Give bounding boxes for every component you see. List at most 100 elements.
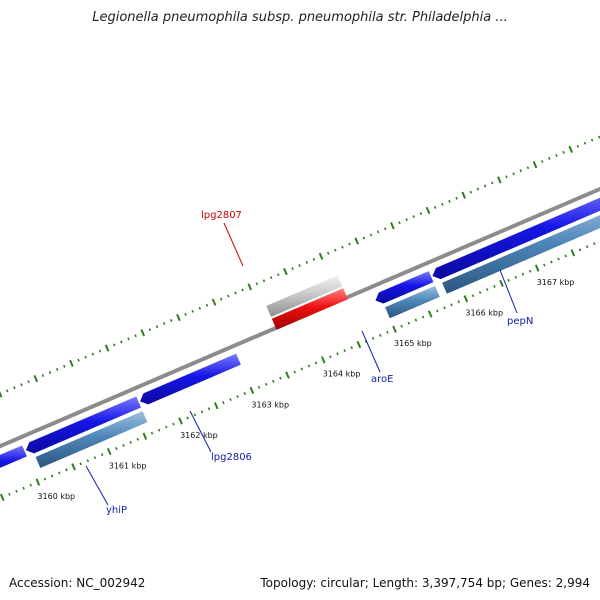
outer-tick	[583, 141, 587, 145]
leader-lpg2806	[189, 410, 212, 453]
inner-tick	[593, 242, 596, 246]
inner-tick	[93, 456, 97, 460]
outer-tick	[341, 245, 344, 249]
outer-tick	[491, 181, 494, 185]
feature-rna-5[interactable]	[271, 288, 348, 330]
inner-tick	[100, 453, 104, 457]
inner-tick	[443, 306, 446, 310]
gene-label-aroe[interactable]: aroE	[371, 374, 393, 385]
outer-tick	[104, 344, 110, 352]
accession-text: Accession: NC_002942	[9, 576, 146, 590]
outer-tick	[562, 150, 565, 154]
gene-label-yhip[interactable]: yhiP	[106, 505, 127, 516]
outer-tick-ring	[0, 135, 600, 398]
inner-tick	[478, 291, 482, 295]
inner-tick	[243, 392, 246, 395]
outer-tick	[140, 329, 146, 337]
outer-tick	[291, 267, 294, 271]
inner-tick	[457, 300, 460, 304]
outer-tick	[590, 138, 594, 142]
inner-tick	[222, 401, 225, 405]
feature-track	[0, 186, 600, 480]
map-title: Legionella pneumophila subsp. pneumophil…	[92, 10, 508, 25]
feature-gene-8[interactable]	[432, 186, 600, 280]
outer-tick	[219, 297, 223, 301]
kbp-label-3165: 3165 kbp	[394, 339, 432, 348]
inner-tick	[300, 367, 304, 371]
kbp-label-3161: 3161 kbp	[109, 461, 147, 470]
outer-tick	[369, 233, 373, 237]
inner-tick	[193, 413, 197, 417]
outer-tick	[247, 283, 253, 291]
outer-tick	[155, 325, 159, 329]
inner-tick	[578, 248, 582, 252]
gene-label-lpg2807[interactable]: lpg2807	[201, 210, 242, 221]
feature-gene-9[interactable]	[442, 200, 600, 294]
outer-tick	[255, 282, 259, 286]
inner-tick	[364, 340, 368, 343]
outer-tick	[5, 389, 9, 393]
gene-label-pepn[interactable]: pepN	[507, 316, 533, 327]
outer-tick	[277, 273, 280, 277]
outer-tick	[384, 227, 387, 231]
outer-tick	[41, 374, 45, 378]
outer-tick	[63, 364, 66, 368]
inner-tick	[521, 272, 525, 276]
kbp-label-3162: 3162 kbp	[180, 431, 218, 440]
gene-label-lpg2806[interactable]: lpg2806	[211, 452, 252, 463]
kbp-label-group: 3160 kbp 3161 kbp 3162 kbp 3163 kbp 3164 kbp…	[37, 278, 574, 501]
feature-gene-6[interactable]	[375, 271, 434, 304]
outer-tick	[55, 367, 59, 371]
inner-tick	[150, 431, 154, 435]
leader-lpg2807	[223, 222, 244, 267]
inner-tick	[178, 417, 183, 425]
outer-tick	[84, 355, 87, 359]
inner-tick	[249, 386, 255, 395]
feature-gene-0[interactable]	[0, 445, 27, 480]
feature-pseudo-4[interactable]	[266, 275, 343, 317]
outer-tick	[455, 196, 458, 200]
outer-tick	[526, 166, 530, 170]
outer-tick	[568, 145, 573, 153]
inner-tick	[499, 279, 504, 288]
inner-tick	[50, 474, 54, 478]
inner-tick	[29, 483, 33, 487]
inner-tick	[514, 275, 518, 279]
outer-tick	[134, 334, 137, 338]
feature-gene-3[interactable]	[140, 353, 241, 405]
outer-tick	[162, 322, 166, 326]
inner-tick	[379, 333, 382, 337]
inner-tick-ring	[0, 242, 596, 502]
outer-tick	[448, 199, 451, 203]
outer-tick	[519, 169, 522, 173]
outer-tick	[13, 386, 16, 390]
inner-tick	[314, 361, 318, 365]
outer-tick	[269, 276, 273, 280]
outer-tick	[298, 264, 301, 267]
outer-tick	[469, 190, 473, 194]
inner-tick	[186, 416, 189, 420]
outer-tick	[27, 380, 30, 384]
inner-tick	[564, 254, 567, 258]
outer-tick	[77, 358, 80, 362]
inner-tick	[421, 315, 425, 319]
outer-tick	[390, 222, 395, 230]
inner-tick	[343, 349, 346, 353]
outer-tick	[483, 184, 487, 188]
outer-tick	[312, 257, 316, 261]
feature-gene-2[interactable]	[35, 411, 148, 469]
inner-tick	[400, 324, 403, 328]
feature-gene-7[interactable]	[385, 285, 440, 319]
feature-gene-1[interactable]	[25, 396, 141, 454]
kbp-label-3167: 3167 kbp	[537, 278, 575, 287]
outer-tick	[198, 306, 202, 310]
inner-tick	[264, 382, 268, 386]
kbp-label-3166: 3166 kbp	[465, 309, 503, 318]
outer-tick	[241, 288, 244, 292]
outer-tick	[376, 230, 380, 234]
inner-tick	[236, 395, 239, 398]
inner-tick	[43, 477, 47, 481]
inner-tick	[463, 295, 469, 303]
outer-tick	[334, 248, 337, 252]
